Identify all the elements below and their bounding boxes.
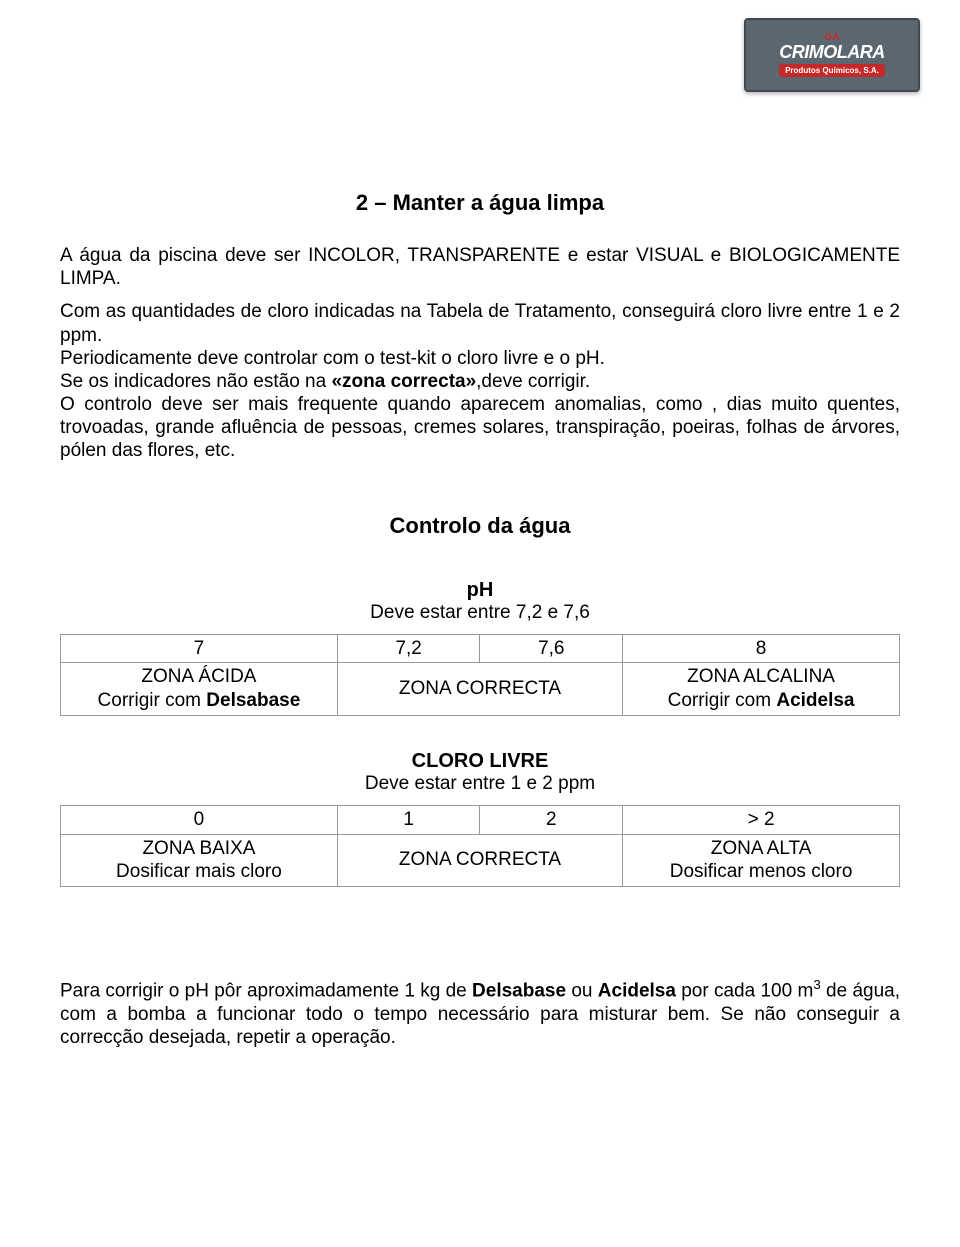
intro-paragraph-2c: Se os indicadores não estão na «zona cor…	[60, 370, 900, 393]
zona-correcta-bold: «zona correcta»	[331, 371, 476, 392]
text-span: Se os indicadores não estão na	[60, 371, 331, 392]
zone-label: ZONA ALTA	[711, 838, 812, 859]
note-text: ou	[566, 980, 598, 1001]
logo-brand: CRIMOLARA	[779, 43, 885, 63]
zone-label: ZONA BAIXA	[142, 838, 255, 859]
ph-value-8: 8	[623, 634, 900, 663]
cloro-value-0: 0	[61, 805, 338, 834]
cloro-description: Deve estar entre 1 e 2 ppm	[60, 773, 900, 795]
text-span: ,deve corrigir.	[476, 371, 590, 392]
zone-action: Dosificar menos cloro	[670, 861, 853, 882]
product-acidelsa: Acidelsa	[776, 690, 854, 711]
logo-subtitle: Produtos Químicos, S.A.	[779, 64, 885, 77]
intro-paragraph-2d: O controlo deve ser mais frequente quand…	[60, 393, 900, 463]
cubic-meter-sup: 3	[813, 977, 820, 992]
product-delsabase: Delsabase	[472, 980, 566, 1001]
product-acidelsa: Acidelsa	[598, 980, 676, 1001]
zone-label: ZONA ALCALINA	[687, 666, 835, 687]
intro-paragraph-2a: Com as quantidades de cloro indicadas na…	[60, 300, 900, 346]
cloro-zone-correct: ZONA CORRECTA	[337, 834, 622, 887]
ph-description: Deve estar entre 7,2 e 7,6	[60, 602, 900, 624]
zone-label: ZONA ÁCIDA	[141, 666, 256, 687]
table-row: ZONA BAIXA Dosificar mais cloro ZONA COR…	[61, 834, 900, 887]
page-title: 2 – Manter a água limpa	[60, 190, 900, 216]
cloro-value-gt2: > 2	[623, 805, 900, 834]
ph-value-7-6: 7,6	[480, 634, 623, 663]
intro-paragraph-1: A água da piscina deve ser INCOLOR, TRAN…	[60, 244, 900, 290]
zone-action-pre: Corrigir com	[668, 690, 777, 711]
cloro-label: CLORO LIVRE	[60, 750, 900, 773]
ph-value-7: 7	[61, 634, 338, 663]
cloro-zone-low: ZONA BAIXA Dosificar mais cloro	[61, 834, 338, 887]
note-text: por cada 100 m	[676, 980, 813, 1001]
table-row: 0 1 2 > 2	[61, 805, 900, 834]
correction-note: Para corrigir o pH pôr aproximadamente 1…	[60, 977, 900, 1049]
ph-value-7-2: 7,2	[337, 634, 480, 663]
ph-zone-acid: ZONA ÁCIDA Corrigir com Delsabase	[61, 663, 338, 716]
note-text: Para corrigir o pH pôr aproximadamente 1…	[60, 980, 472, 1001]
cloro-zone-high: ZONA ALTA Dosificar menos cloro	[623, 834, 900, 887]
brand-logo: GA CRIMOLARA Produtos Químicos, S.A.	[744, 18, 920, 92]
zone-action-pre: Corrigir com	[98, 690, 207, 711]
product-delsabase: Delsabase	[206, 690, 300, 711]
ph-table: 7 7,2 7,6 8 ZONA ÁCIDA Corrigir com Dels…	[60, 634, 900, 716]
ph-label: pH	[60, 579, 900, 602]
ph-zone-correct: ZONA CORRECTA	[337, 663, 622, 716]
zone-action: Dosificar mais cloro	[116, 861, 282, 882]
intro-paragraph-2b: Periodicamente deve controlar com o test…	[60, 347, 900, 370]
table-row: 7 7,2 7,6 8	[61, 634, 900, 663]
section-heading-controlo: Controlo da água	[60, 513, 900, 539]
cloro-value-2: 2	[480, 805, 623, 834]
table-row: ZONA ÁCIDA Corrigir com Delsabase ZONA C…	[61, 663, 900, 716]
cloro-value-1: 1	[337, 805, 480, 834]
ph-zone-alkaline: ZONA ALCALINA Corrigir com Acidelsa	[623, 663, 900, 716]
cloro-table: 0 1 2 > 2 ZONA BAIXA Dosificar mais clor…	[60, 805, 900, 887]
